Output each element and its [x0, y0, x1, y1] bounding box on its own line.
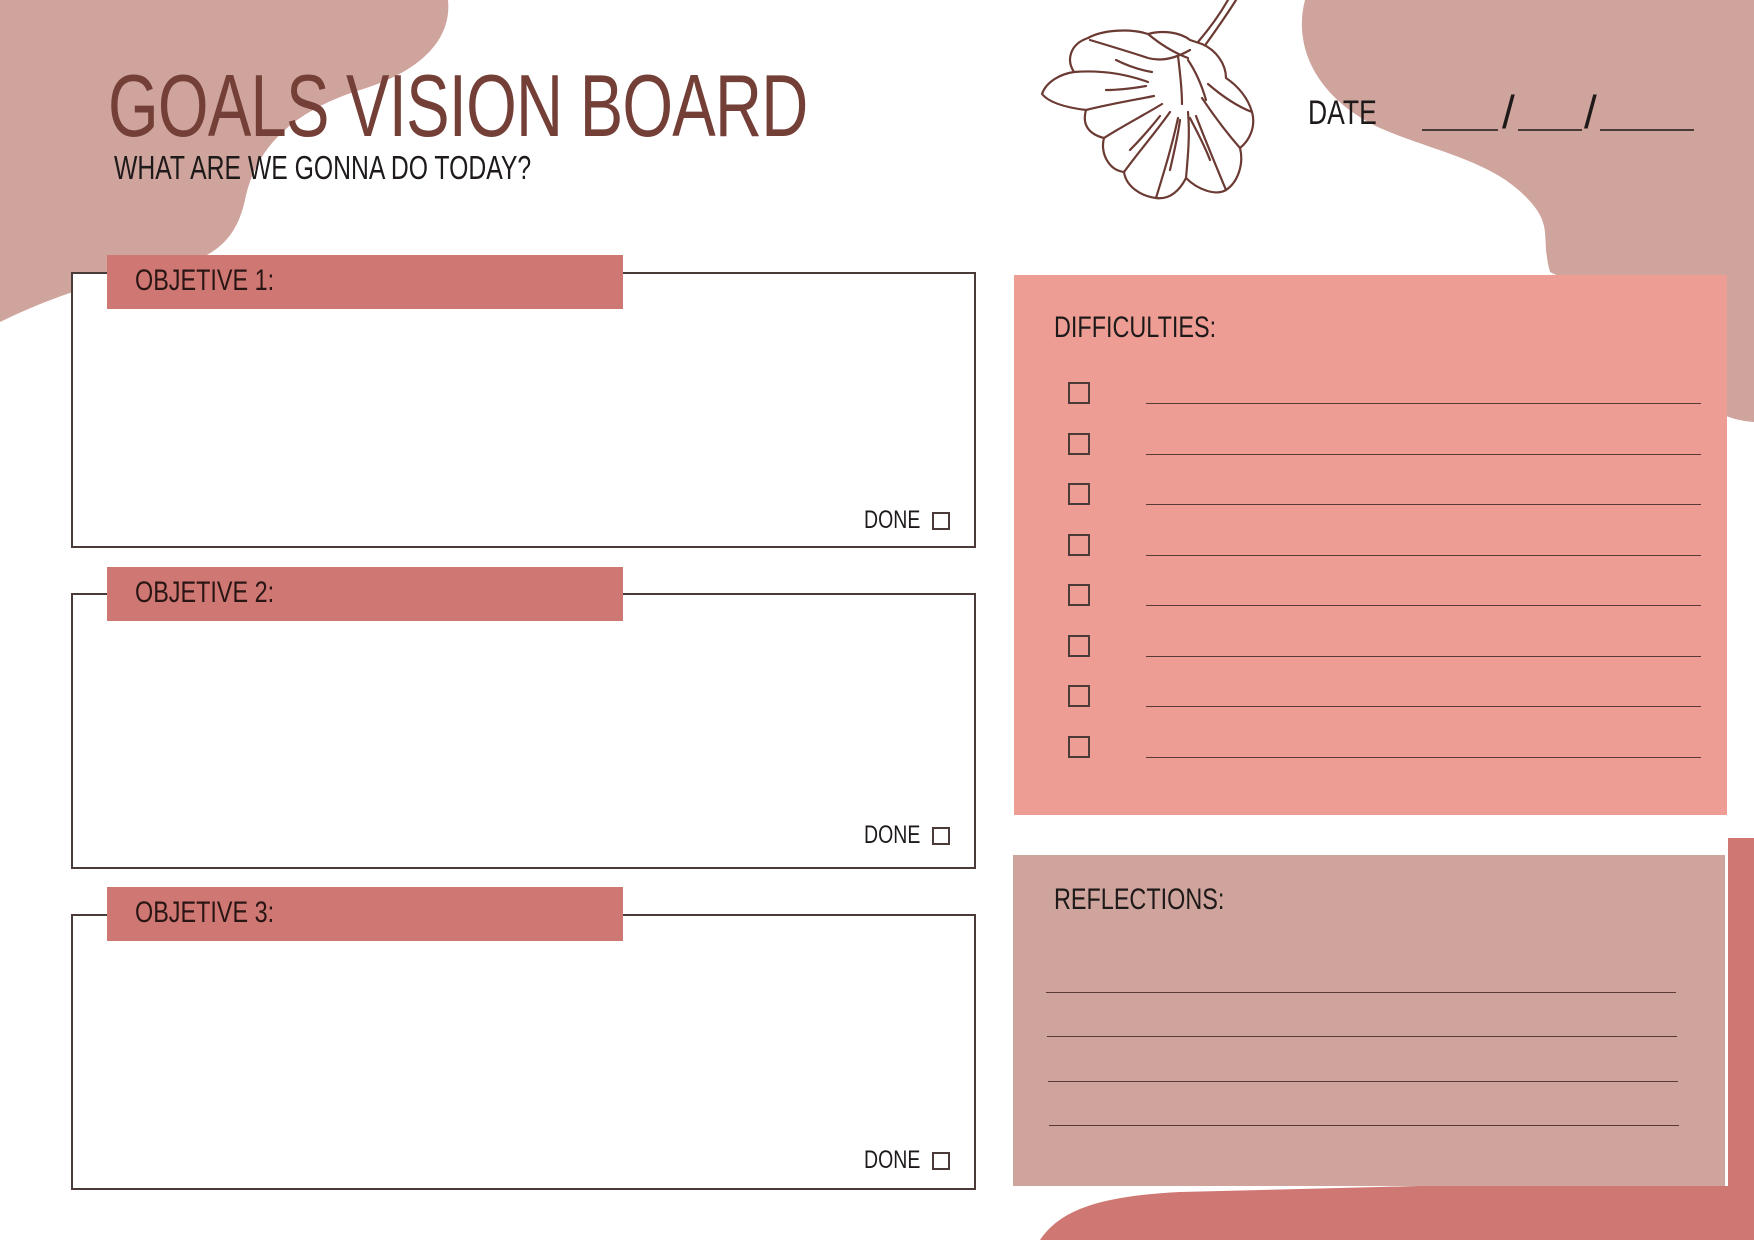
objective-3-label: OBJETIVE 3:	[135, 896, 275, 929]
difficulty-line[interactable]	[1146, 454, 1701, 455]
difficulty-checkbox[interactable]	[1068, 483, 1090, 505]
difficulty-line[interactable]	[1146, 757, 1701, 758]
difficulty-checkbox[interactable]	[1068, 584, 1090, 606]
date-separator: /	[1502, 86, 1515, 136]
objective-3-done-label: DONE	[864, 1146, 921, 1174]
objective-2-done-checkbox[interactable]	[932, 827, 950, 845]
objective-1-tab: OBJETIVE 1:	[107, 255, 623, 309]
reflections-panel: REFLECTIONS:	[1013, 855, 1725, 1186]
difficulty-line[interactable]	[1146, 605, 1701, 606]
difficulty-line[interactable]	[1146, 504, 1701, 505]
difficulty-item[interactable]	[1052, 427, 1701, 457]
reflection-line[interactable]	[1049, 1125, 1679, 1126]
difficulty-item[interactable]	[1052, 477, 1701, 507]
date-field[interactable]: / /	[1418, 86, 1698, 136]
objective-3-tab: OBJETIVE 3:	[107, 887, 623, 941]
page-subtitle: WHAT ARE WE GONNA DO TODAY?	[114, 149, 532, 186]
difficulty-line[interactable]	[1146, 555, 1701, 556]
difficulty-item[interactable]	[1052, 528, 1701, 558]
difficulty-item[interactable]	[1052, 578, 1701, 608]
reflection-line[interactable]	[1047, 1036, 1677, 1037]
difficulty-item[interactable]	[1052, 376, 1701, 406]
objective-2-box[interactable]	[71, 593, 976, 869]
difficulty-item[interactable]	[1052, 730, 1701, 760]
difficulty-checkbox[interactable]	[1068, 382, 1090, 404]
page-title: GOALS VISION BOARD	[108, 56, 808, 155]
difficulty-line[interactable]	[1146, 706, 1701, 707]
difficulty-checkbox[interactable]	[1068, 736, 1090, 758]
difficulty-checkbox[interactable]	[1068, 534, 1090, 556]
objective-2-done-label: DONE	[864, 821, 921, 849]
objective-2-label: OBJETIVE 2:	[135, 576, 275, 609]
difficulty-checkbox[interactable]	[1068, 685, 1090, 707]
objective-2-tab: OBJETIVE 2:	[107, 567, 623, 621]
objective-3-done-checkbox[interactable]	[932, 1152, 950, 1170]
objective-3-box[interactable]	[71, 914, 976, 1190]
reflections-title: REFLECTIONS:	[1054, 883, 1225, 916]
difficulty-item[interactable]	[1052, 679, 1701, 709]
difficulties-panel: DIFFICULTIES:	[1014, 275, 1727, 815]
objective-1-done-checkbox[interactable]	[932, 512, 950, 530]
difficulty-checkbox[interactable]	[1068, 635, 1090, 657]
difficulty-checkbox[interactable]	[1068, 433, 1090, 455]
flower-illustration-icon	[1040, 0, 1255, 200]
reflection-line[interactable]	[1048, 1081, 1678, 1082]
difficulty-item[interactable]	[1052, 629, 1701, 659]
objective-1-box[interactable]	[71, 272, 976, 548]
difficulty-line[interactable]	[1146, 656, 1701, 657]
difficulties-title: DIFFICULTIES:	[1054, 311, 1217, 344]
reflection-line[interactable]	[1046, 992, 1676, 993]
objective-1-label: OBJETIVE 1:	[135, 264, 275, 297]
date-label: DATE	[1308, 94, 1377, 132]
difficulty-line[interactable]	[1146, 403, 1701, 404]
date-separator: /	[1584, 86, 1597, 136]
objective-1-done-label: DONE	[864, 506, 921, 534]
